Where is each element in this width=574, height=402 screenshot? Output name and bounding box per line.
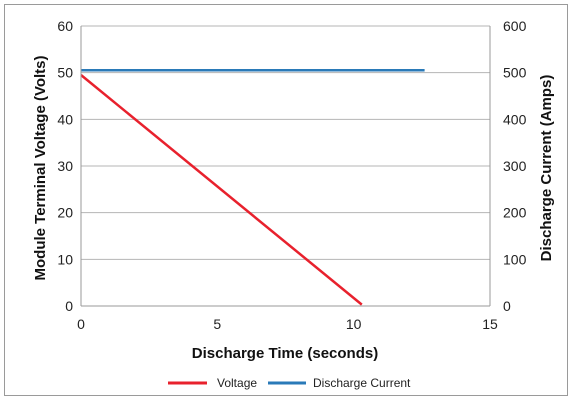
series-line-voltage [80,74,363,306]
x-axis-title: Discharge Time (seconds) [192,345,378,362]
y-right-tick-label: 600 [503,18,527,34]
y-left-tick-label: 30 [57,158,73,174]
y-right-tick-label: 100 [503,251,527,267]
legend-label-discharge-current: Discharge Current [313,376,411,390]
y-left-tick-label: 60 [57,18,73,34]
y-right-axis-title: Discharge Current (Amps) [538,75,555,262]
y-left-tick-label: 0 [65,298,73,314]
y-right-tick-label: 300 [503,158,527,174]
y-left-tick-label: 20 [57,205,73,221]
series-lines [80,69,425,306]
x-tick-label: 0 [77,316,85,332]
y-left-tick-label: 10 [57,251,73,267]
x-tick-label: 10 [346,316,362,332]
legend: Voltage Discharge Current [168,376,411,390]
y-left-tick-label: 40 [57,111,73,127]
y-left-tick-label: 50 [57,65,73,81]
legend-label-voltage: Voltage [217,376,257,390]
y-left-axis-title: Module Terminal Voltage (Volts) [32,55,49,280]
x-tick-label: 15 [482,316,498,332]
y-right-tick-label: 400 [503,111,527,127]
y-right-tick-label: 0 [503,298,511,314]
y-right-tick-label: 500 [503,65,527,81]
grid-lines [81,25,490,260]
y-right-tick-label: 200 [503,205,527,221]
x-tick-label: 5 [213,316,221,332]
